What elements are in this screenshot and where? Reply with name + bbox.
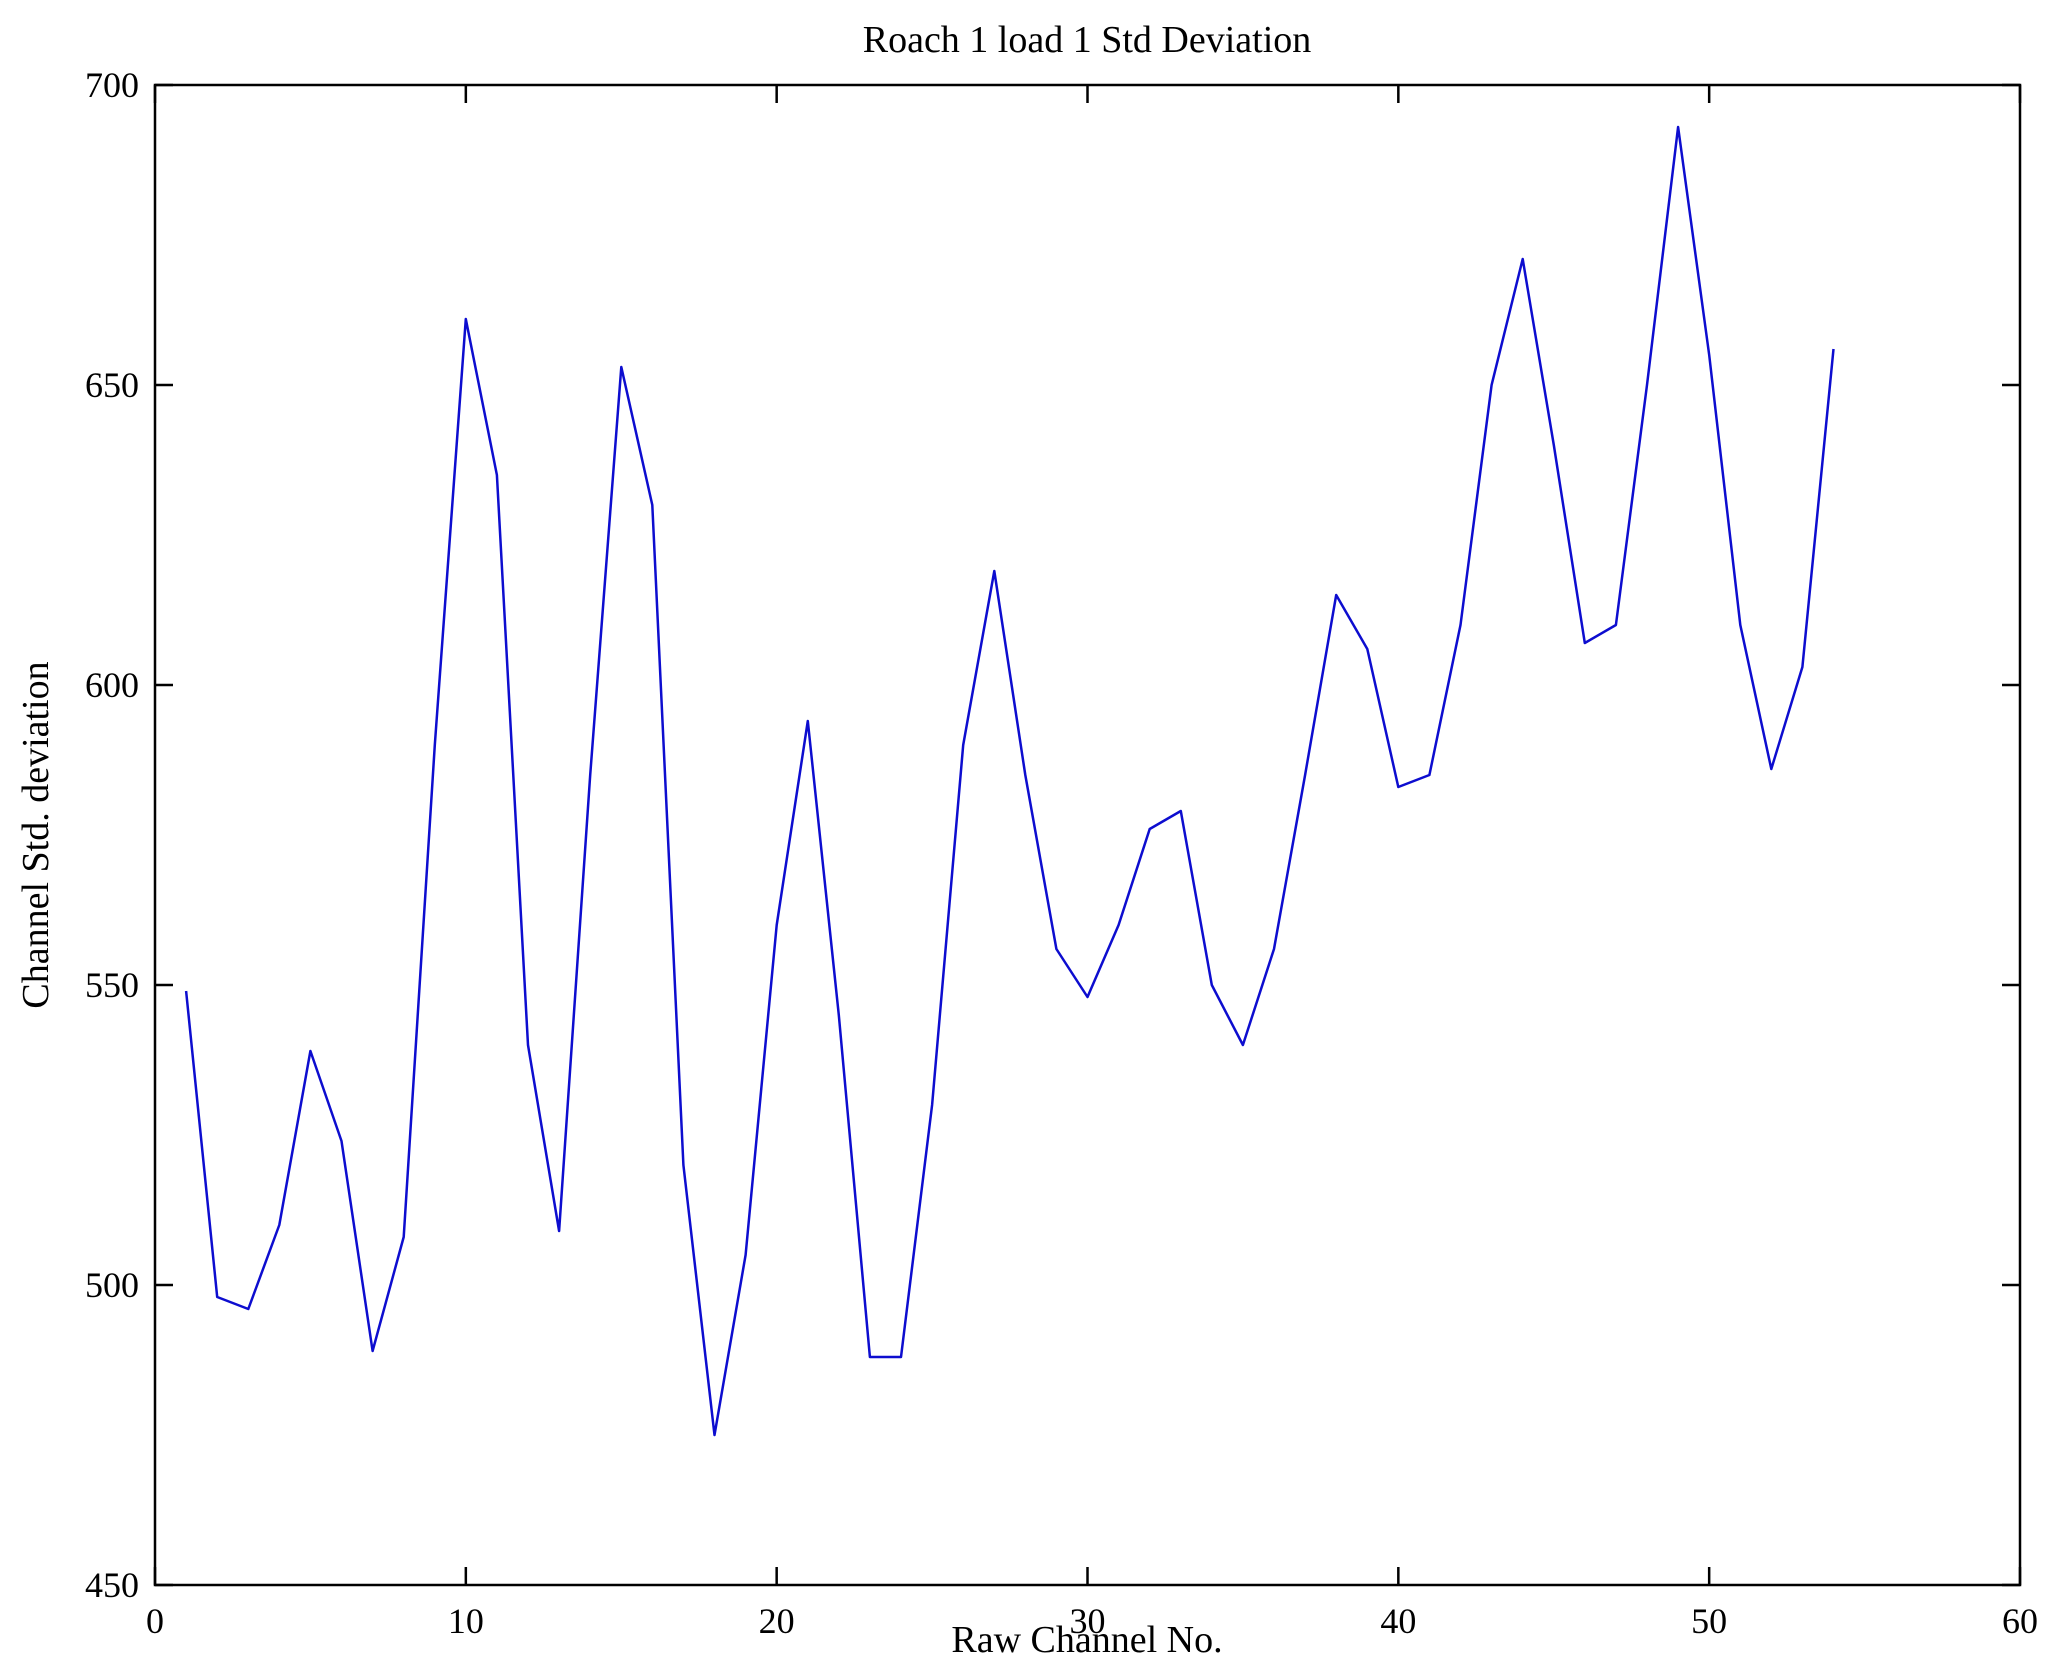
x-tick-label: 60 (2002, 1601, 2038, 1641)
y-tick-label: 450 (85, 1565, 139, 1605)
y-tick-label: 550 (85, 965, 139, 1005)
y-tick-label: 650 (85, 365, 139, 405)
data-line (184, 125, 1835, 1437)
y-tick-label: 500 (85, 1265, 139, 1305)
x-axis-label: Raw Channel No. (951, 1619, 1223, 1661)
x-tick-label: 30 (1070, 1601, 1106, 1641)
x-tick-label: 20 (759, 1601, 795, 1641)
y-tick-label: 600 (85, 665, 139, 705)
y-axis-label: Channel Std. deviation (15, 661, 57, 1009)
x-tick-label: 10 (448, 1601, 484, 1641)
y-tick-label: 700 (85, 65, 139, 105)
axes-box (153, 83, 2022, 1587)
x-tick-label: 40 (1380, 1601, 1416, 1641)
x-tick-label: 50 (1691, 1601, 1727, 1641)
chart-title: Roach 1 load 1 Std Deviation (862, 19, 1312, 61)
x-tick-label: 0 (146, 1601, 164, 1641)
